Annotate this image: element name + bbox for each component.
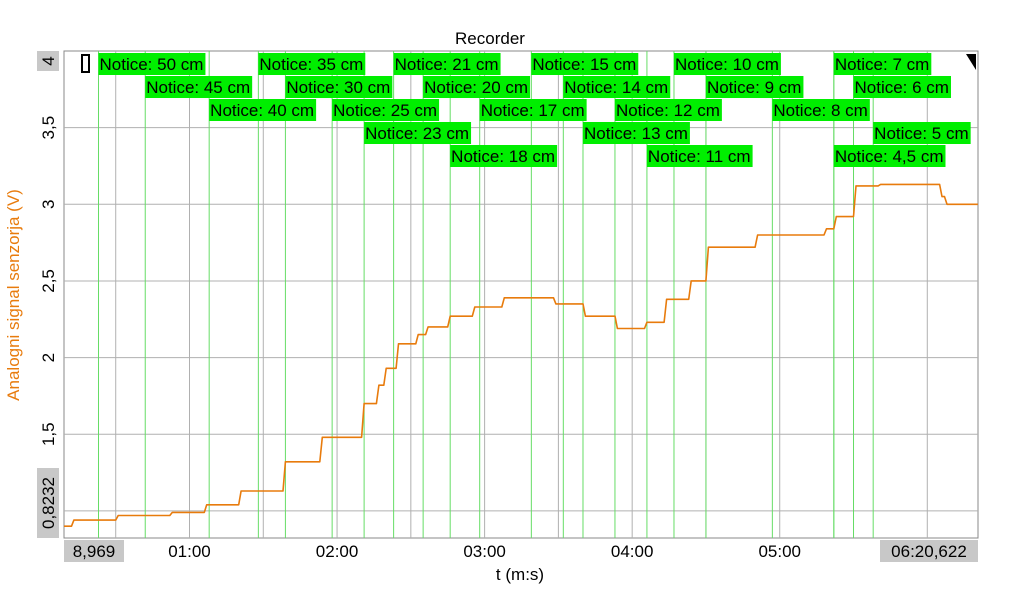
plot-area[interactable]: Notice: 50 cm Notice: 35 cm Notice: 21 cm N… [37,50,979,562]
notice-label: Notice: 14 cm [563,76,671,98]
x-tick-highlight [64,540,124,562]
notice-label-bg [772,99,870,121]
notice-label: Notice: 13 cm [582,122,690,144]
y-tick-label: 3 [39,200,58,209]
range-end-marker [966,54,976,70]
y-tick-label: 4 [39,56,58,65]
notice-label-bg [145,76,253,98]
chart-title: Recorder [455,29,525,48]
notice-label-text: Notice: 11 cm [648,147,751,166]
notice-label: Notice: 25 cm [332,99,440,121]
range-start-marker [81,54,90,73]
notice-label: Notice: 35 cm [258,53,366,75]
notice-label-text: Notice: 4,5 cm [835,147,944,166]
x-tick-label: 8,969 [73,542,116,561]
notice-label-text: Notice: 9 cm [707,78,801,97]
notice-label-bg [479,99,587,121]
notice-label-bg [833,145,946,167]
notice-label-bg [450,145,558,167]
notice-label-text: Notice: 45 cm [146,78,250,97]
x-tick-label: 06:20,622 [891,542,967,561]
notice-label-bg [563,76,671,98]
notice-label-bg [285,76,393,98]
notice-label-text: Notice: 7 cm [835,55,929,74]
notice-label-bg [209,99,317,121]
y-tick-label: 1,5 [39,422,58,446]
notice-label-bg [364,122,472,144]
notice-label-bg [393,53,501,75]
notice-label-text: Notice: 6 cm [855,78,949,97]
notice-label: Notice: 15 cm [531,53,639,75]
notice-label-text: Notice: 5 cm [874,124,968,143]
notice-label-text: Notice: 30 cm [286,78,390,97]
notice-label-bg [673,53,781,75]
x-tick-label: 05:00 [758,542,801,561]
notice-label-text: Notice: 50 cm [100,55,204,74]
notice-label: Notice: 17 cm [479,99,587,121]
notice-label: Notice: 6 cm [853,76,951,98]
notice-label-bg [258,53,366,75]
y-axis-label: Analogni signal senzorja (V) [4,189,23,401]
y-tick-label: 2,5 [39,269,58,293]
notice-label: Notice: 23 cm [364,122,472,144]
y-tick-label: 3,5 [39,116,58,140]
notice-label-bg [705,76,804,98]
y-tick-label: 2 [39,353,58,362]
notice-label-bg [531,53,639,75]
plot-frame [63,50,979,539]
notice-label: Notice: 40 cm [209,99,317,121]
notice-label: Notice: 11 cm [646,145,753,167]
y-tick-label: 0,8232 [39,477,58,529]
notice-label-text: Notice: 14 cm [564,78,668,97]
notice-label-bg [582,122,690,144]
notice-label-text: Notice: 8 cm [773,101,867,120]
notice-label: Notice: 18 cm [450,145,558,167]
notice-label: Notice: 4,5 cm [833,145,946,167]
y-tick-highlight [37,51,59,71]
notice-label-bg [332,99,440,121]
notice-label: Notice: 7 cm [833,53,932,75]
notice-label: Notice: 50 cm [98,53,206,75]
x-axis-label: t (m:s) [496,565,544,584]
x-tick-highlight [880,540,978,562]
x-tick-label: 03:00 [463,542,506,561]
notice-label: Notice: 9 cm [705,76,804,98]
notice-label: Notice: 20 cm [423,76,531,98]
notice-label-text: Notice: 15 cm [532,55,636,74]
notice-label-text: Notice: 20 cm [424,78,528,97]
notice-label-text: Notice: 40 cm [210,101,314,120]
notice-label-bg [873,122,971,144]
notice-label-text: Notice: 35 cm [259,55,363,74]
notice-label: Notice: 5 cm [873,122,971,144]
notice-label: Notice: 45 cm [145,76,253,98]
notice-label-text: Notice: 13 cm [584,124,688,143]
data-series-line [64,183,978,527]
notice-label-bg [98,53,206,75]
notice-label-bg [423,76,531,98]
notice-label: Notice: 21 cm [393,53,501,75]
notice-label-bg [614,99,722,121]
notice-label-bg [833,53,932,75]
notice-label-text: Notice: 23 cm [365,124,469,143]
notice-label-text: Notice: 21 cm [395,55,499,74]
notice-label: Notice: 30 cm [285,76,393,98]
x-tick-label: 02:00 [316,542,359,561]
notice-label-text: Notice: 12 cm [616,101,720,120]
notice-label-bg [646,145,753,167]
notice-label-text: Notice: 10 cm [675,55,779,74]
x-tick-label: 04:00 [611,542,654,561]
y-tick-highlight [37,468,59,538]
x-tick-label: 01:00 [168,542,211,561]
notice-label: Notice: 8 cm [772,99,870,121]
notice-label-bg [853,76,951,98]
notice-label: Notice: 12 cm [614,99,722,121]
notice-label-text: Notice: 18 cm [451,147,555,166]
notice-label-text: Notice: 25 cm [333,101,437,120]
notice-label: Notice: 10 cm [673,53,781,75]
notice-label-text: Notice: 17 cm [481,101,585,120]
